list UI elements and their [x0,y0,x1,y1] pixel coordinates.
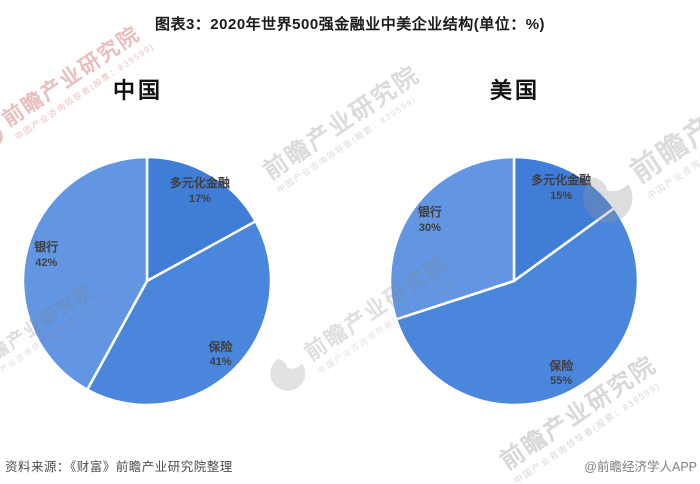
pie-chart-china: 多元化金融 17% 保险 41% 银行 42% [20,154,274,408]
pie-slice-保险 [86,220,273,407]
pie-svg-china [21,155,273,407]
pie-chart-usa: 多元化金融 15% 保险 55% 银行 30% [387,154,641,408]
credit-note: @前瞻经济学人APP [584,460,697,474]
pie-slice-银行 [21,155,149,391]
figure-title: 图表3：2020年世界500强金融业中美企业结构(单位：%) [154,16,546,33]
phoenix-logo-icon [0,126,3,149]
slice-label-保险: 保险 41% [209,338,233,370]
slice-category: 多元化金融 [169,176,230,191]
slice-percentage: 42% [35,256,58,269]
slice-percentage: 55% [550,375,573,388]
slice-label-银行: 银行 30% [418,204,442,236]
slice-percentage: 41% [209,356,232,369]
slice-label-多元化金融: 多元化金融 15% [531,172,591,204]
slice-category: 银行 [417,204,442,219]
slice-category: 保险 [549,358,574,373]
pie-svg-usa [388,155,640,407]
source-note: 资料来源：《财富》前瞻产业研究院整理 [5,460,233,474]
pie-title-usa: 美国 [489,78,541,104]
slice-label-保险: 保险 55% [549,358,573,390]
slice-percentage: 15% [550,190,573,203]
pie-slice-多元化金融 [145,155,257,283]
slice-category: 保险 [208,339,233,354]
slice-category: 多元化金融 [531,173,592,188]
slice-category: 银行 [34,240,59,255]
slice-label-多元化金融: 多元化金融 17% [170,175,230,207]
watermark-tagline-text: 中国产业咨询领导者(股票：839599) [645,95,700,202]
pie-slice-多元化金融 [512,155,616,283]
slice-percentage: 30% [418,221,441,234]
pie-slice-保险 [394,206,640,407]
slice-percentage: 17% [188,193,211,206]
slice-label-银行: 银行 42% [34,239,58,271]
pie-title-china: 中国 [112,78,164,104]
pie-slice-银行 [388,155,516,321]
